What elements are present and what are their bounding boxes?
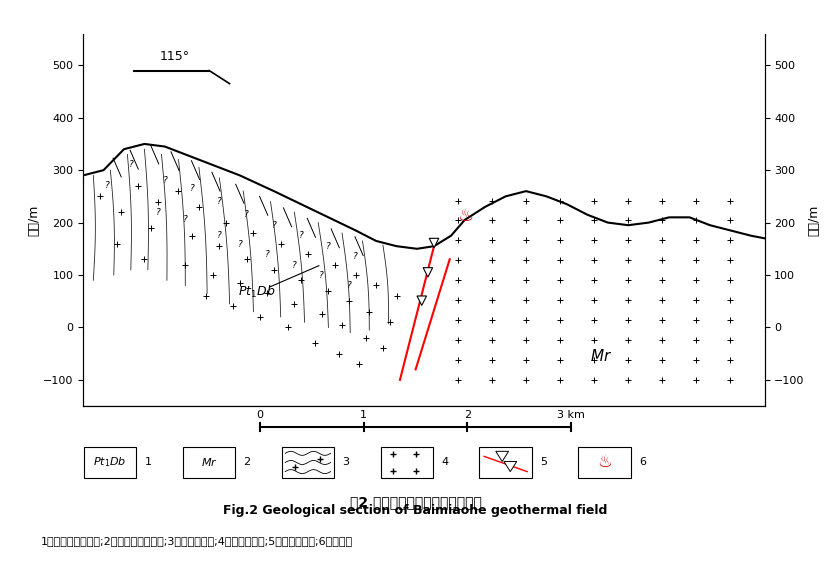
Text: ?: ? bbox=[155, 208, 160, 217]
Text: ?: ? bbox=[272, 221, 276, 230]
FancyBboxPatch shape bbox=[84, 447, 136, 478]
Text: ♨: ♨ bbox=[456, 207, 473, 225]
Text: ?: ? bbox=[183, 215, 188, 224]
Polygon shape bbox=[434, 191, 765, 406]
Text: ?: ? bbox=[238, 240, 242, 249]
FancyBboxPatch shape bbox=[479, 447, 532, 478]
Text: ♨: ♨ bbox=[597, 453, 612, 472]
Text: $Mr$: $Mr$ bbox=[200, 456, 218, 469]
Text: ?: ? bbox=[319, 271, 324, 280]
Text: ?: ? bbox=[244, 210, 249, 219]
Text: 1: 1 bbox=[360, 409, 367, 420]
Polygon shape bbox=[496, 451, 509, 461]
Text: 1: 1 bbox=[145, 457, 151, 468]
Text: $Mr$: $Mr$ bbox=[590, 349, 612, 364]
Text: Pt$_1$$Db$: Pt$_1$$Db$ bbox=[238, 284, 276, 300]
Text: ?: ? bbox=[347, 281, 352, 290]
Text: ?: ? bbox=[163, 176, 167, 185]
Text: ?: ? bbox=[217, 197, 222, 206]
Text: 115°: 115° bbox=[160, 50, 190, 63]
Text: ?: ? bbox=[217, 231, 222, 240]
Polygon shape bbox=[83, 144, 434, 406]
Text: ?: ? bbox=[353, 252, 358, 261]
FancyBboxPatch shape bbox=[578, 447, 631, 478]
Text: 2: 2 bbox=[243, 457, 250, 468]
Text: ?: ? bbox=[265, 249, 269, 258]
Y-axis label: 高程/m: 高程/m bbox=[808, 204, 820, 236]
Text: 4: 4 bbox=[441, 457, 448, 468]
Text: ?: ? bbox=[189, 184, 194, 193]
Polygon shape bbox=[417, 296, 426, 306]
Text: ?: ? bbox=[299, 231, 303, 240]
Text: 3: 3 bbox=[342, 457, 349, 468]
Polygon shape bbox=[430, 239, 439, 248]
Y-axis label: 高程/m: 高程/m bbox=[27, 204, 40, 236]
FancyBboxPatch shape bbox=[282, 447, 334, 478]
Text: ?: ? bbox=[129, 160, 133, 169]
Text: 2: 2 bbox=[464, 409, 471, 420]
Text: ?: ? bbox=[292, 261, 297, 270]
Text: Pt$_1$$Db$: Pt$_1$$Db$ bbox=[93, 456, 127, 469]
FancyBboxPatch shape bbox=[381, 447, 433, 478]
Text: ?: ? bbox=[326, 242, 331, 250]
Text: 6: 6 bbox=[639, 457, 646, 468]
Text: ?: ? bbox=[105, 182, 110, 191]
Polygon shape bbox=[423, 268, 433, 277]
Text: 图2 白庙河地热田地热地质剖面图: 图2 白庙河地热田地热地质剖面图 bbox=[350, 495, 481, 509]
FancyBboxPatch shape bbox=[183, 447, 235, 478]
Polygon shape bbox=[504, 461, 517, 472]
Text: 5: 5 bbox=[540, 457, 547, 468]
Text: 0: 0 bbox=[256, 409, 263, 420]
Text: 3 km: 3 km bbox=[558, 409, 585, 420]
Text: Fig.2 Geological section of Baimiaohe geothermal field: Fig.2 Geological section of Baimiaohe ge… bbox=[224, 504, 607, 517]
Text: 1．早元古界大别群;2．时代不明花岗岩;3．二长片麻岩;4．混合花岗岩;5．断裂破碎带;6．温泉。: 1．早元古界大别群;2．时代不明花岗岩;3．二长片麻岩;4．混合花岗岩;5．断裂… bbox=[41, 536, 352, 547]
